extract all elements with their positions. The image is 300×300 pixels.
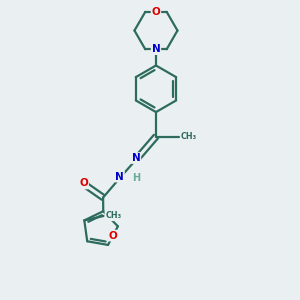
Text: H: H: [132, 173, 140, 183]
Text: CH₃: CH₃: [105, 212, 121, 220]
Text: CH₃: CH₃: [181, 132, 197, 141]
Text: N: N: [152, 44, 160, 54]
Text: O: O: [152, 7, 160, 17]
Text: O: O: [109, 231, 117, 241]
Text: N: N: [115, 172, 124, 182]
Text: O: O: [79, 178, 88, 188]
Text: N: N: [132, 153, 140, 163]
